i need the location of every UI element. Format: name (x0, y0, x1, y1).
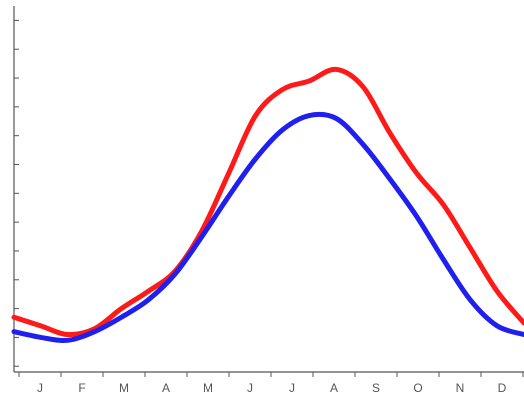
x-tick-label: J (247, 381, 253, 395)
series-layer (11, 66, 524, 344)
x-tick-label: M (119, 381, 129, 395)
x-tick-label: D (498, 381, 507, 395)
x-tick-label: J (289, 381, 295, 395)
x-tick-label: M (203, 381, 213, 395)
x-tick-label: A (162, 381, 170, 395)
x-tick-label: N (456, 381, 465, 395)
x-tick-label: O (413, 381, 422, 395)
series-line-red (11, 66, 524, 338)
x-tick-label: S (372, 381, 380, 395)
x-tick-label: J (37, 381, 43, 395)
x-tick-label: F (78, 381, 85, 395)
x-tick-label: A (330, 381, 338, 395)
series-line-blue (11, 111, 524, 344)
axes (13, 6, 524, 377)
